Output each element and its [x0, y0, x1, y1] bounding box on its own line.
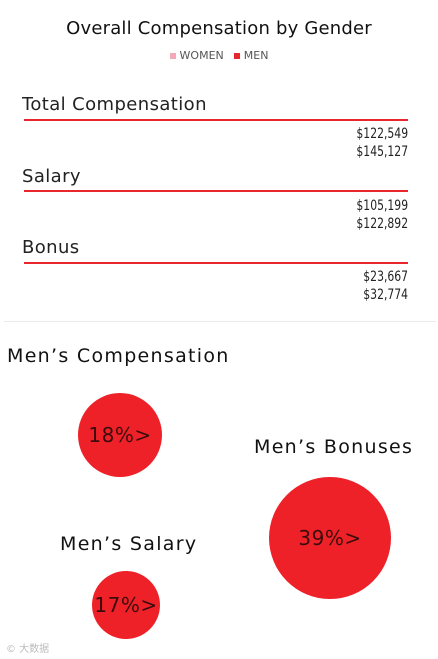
- category-label-bonus: Bonus: [22, 237, 80, 258]
- bubble-mens-compensation: 18%>: [78, 393, 162, 477]
- legend-item-women: WOMEN: [169, 49, 224, 62]
- women-swatch-icon: [169, 52, 176, 59]
- category-label-salary: Salary: [22, 166, 81, 187]
- section-divider: [4, 321, 436, 322]
- legend-women-label: WOMEN: [179, 49, 224, 62]
- legend-item-men: MEN: [233, 49, 269, 62]
- value-men-salary: $122,892: [356, 216, 408, 232]
- men-swatch-icon: [233, 52, 240, 59]
- chart-title: Overall Compensation by Gender: [66, 18, 372, 39]
- bar-men-total-compensation: [24, 119, 408, 121]
- value-women-bonus: $23,667: [363, 269, 408, 285]
- value-men-bonus: $32,774: [363, 287, 408, 303]
- bubble-mens-bonuses: 39%>: [269, 477, 391, 599]
- legend: WOMEN MEN: [0, 49, 438, 62]
- watermark: © 大数据: [6, 644, 50, 655]
- bar-men-bonus: [24, 262, 408, 264]
- heading-mens-compensation: Men’s Compensation: [7, 345, 230, 367]
- value-women-salary: $105,199: [356, 198, 408, 214]
- value-women-total-compensation: $122,549: [356, 126, 408, 142]
- bar-men-salary: [24, 190, 408, 192]
- value-men-total-compensation: $145,127: [356, 144, 408, 160]
- heading-mens-salary: Men’s Salary: [60, 533, 198, 555]
- heading-mens-bonuses: Men’s Bonuses: [254, 436, 414, 458]
- bubble-mens-salary: 17%>: [92, 571, 160, 639]
- legend-men-label: MEN: [243, 49, 269, 62]
- category-label-total-compensation: Total Compensation: [22, 94, 207, 115]
